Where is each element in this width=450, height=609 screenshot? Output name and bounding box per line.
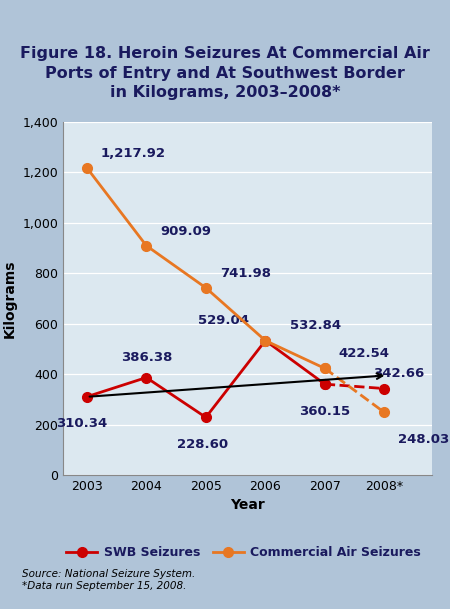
Text: 422.54: 422.54: [339, 347, 390, 361]
Text: 741.98: 741.98: [220, 267, 271, 280]
Text: Figure 18. Heroin Seizures At Commercial Air
Ports of Entry and At Southwest Bor: Figure 18. Heroin Seizures At Commercial…: [20, 46, 430, 100]
Text: 529.04: 529.04: [198, 314, 249, 327]
Text: 386.38: 386.38: [121, 351, 172, 364]
Y-axis label: Kilograms: Kilograms: [3, 259, 17, 337]
Text: 360.15: 360.15: [299, 405, 351, 418]
Text: 310.34: 310.34: [56, 417, 107, 431]
Text: 532.84: 532.84: [290, 320, 342, 333]
Text: Source: National Seizure System.
*Data run September 15, 2008.: Source: National Seizure System. *Data r…: [22, 569, 196, 591]
X-axis label: Year: Year: [230, 498, 265, 512]
Text: 1,217.92: 1,217.92: [101, 147, 166, 160]
Text: 248.03: 248.03: [398, 433, 450, 446]
Text: 909.09: 909.09: [160, 225, 211, 238]
Text: 342.66: 342.66: [373, 367, 424, 381]
Legend: SWB Seizures, Commercial Air Seizures: SWB Seizures, Commercial Air Seizures: [61, 541, 426, 565]
Text: 228.60: 228.60: [177, 438, 229, 451]
